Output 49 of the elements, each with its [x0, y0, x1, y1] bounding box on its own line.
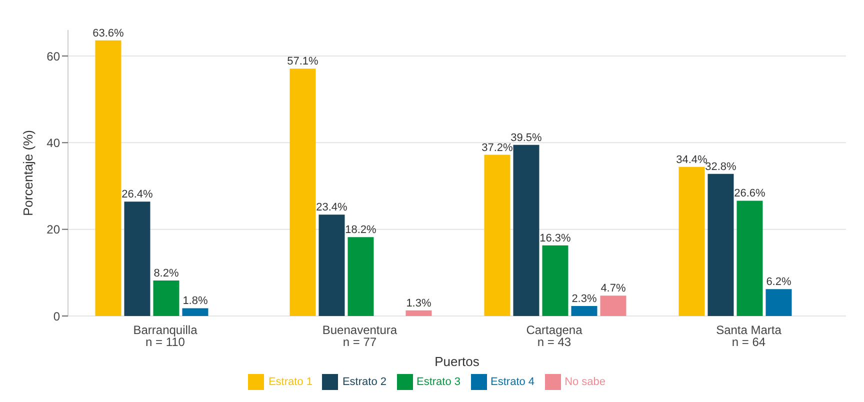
data-label: 6.2%	[766, 276, 792, 288]
data-label: 57.1%	[287, 56, 319, 68]
bar	[318, 214, 345, 316]
data-label: 34.4%	[676, 154, 708, 166]
y-tick-label: 60	[46, 49, 60, 64]
bar	[290, 68, 316, 316]
y-axis-title: Porcentaje (%)	[20, 130, 36, 216]
data-label: 2.3%	[572, 293, 597, 306]
data-label: 1.8%	[182, 295, 208, 308]
data-label: 1.3%	[406, 297, 432, 310]
y-tick-label: 0	[53, 309, 60, 324]
bar	[513, 144, 540, 316]
bar	[124, 202, 150, 316]
bar	[542, 245, 568, 316]
legend-label: Estrato 2	[342, 376, 386, 388]
data-label: 8.2%	[154, 267, 179, 280]
legend-label: Estrato 3	[416, 376, 461, 388]
x-tick-label: Buenaventura n = 77	[322, 323, 398, 349]
data-label: 4.7%	[600, 282, 626, 295]
x-tick-label: Cartagena n = 43	[526, 323, 583, 349]
bar	[406, 310, 432, 316]
bar	[95, 40, 122, 316]
data-label: 63.6%	[92, 27, 124, 40]
bar	[182, 308, 208, 316]
data-label: 39.5%	[510, 132, 542, 144]
data-label: 23.4%	[316, 202, 348, 214]
legend-label: Estrato 1	[268, 376, 312, 388]
data-label: 32.8%	[705, 160, 737, 173]
x-tick-label: Barranquilla n = 110	[133, 323, 198, 349]
bar	[153, 280, 180, 316]
y-tick-label: 40	[46, 136, 60, 150]
x-tick-label: Santa Marta n = 64	[716, 323, 782, 349]
data-label: 18.2%	[345, 224, 377, 236]
data-label: 26.4%	[122, 188, 154, 201]
x-axis-title: Puertos	[434, 354, 480, 369]
bar	[571, 306, 598, 316]
bar	[484, 154, 510, 316]
bar	[348, 237, 374, 316]
bar	[678, 166, 705, 316]
legend-label: No sabe	[564, 376, 606, 388]
bar	[600, 296, 626, 316]
data-label: 16.3%	[540, 232, 572, 244]
bar	[708, 174, 734, 316]
data-label: 26.6%	[734, 188, 766, 200]
legend-label: Estrato 4	[490, 376, 535, 388]
y-tick-label: 20	[46, 222, 60, 237]
data-label: 37.2%	[482, 142, 514, 154]
bar	[766, 289, 792, 316]
bar	[736, 200, 763, 316]
